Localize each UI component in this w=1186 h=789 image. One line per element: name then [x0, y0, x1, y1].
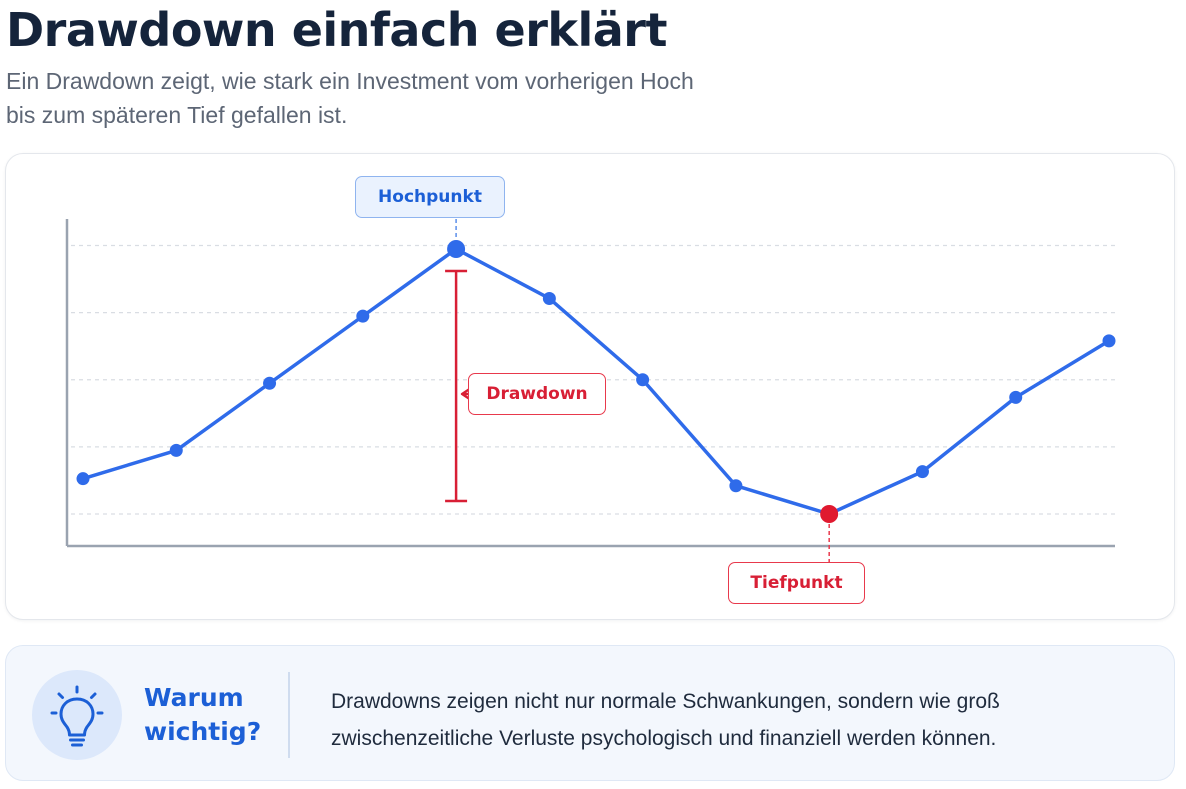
data-point: [729, 479, 743, 493]
low-point-marker: [820, 505, 839, 523]
data-point: [169, 443, 183, 457]
info-card: [5, 645, 1175, 781]
low-point-label: Tiefpunkt: [728, 562, 865, 604]
price-line: [81, 247, 1111, 516]
data-point: [263, 376, 277, 390]
data-point: [356, 309, 370, 323]
info-heading-line-2: wichtig?: [144, 717, 262, 746]
high-point-marker: [447, 240, 466, 258]
data-point: [76, 472, 90, 486]
info-heading-line-1: Warum: [144, 683, 244, 712]
drawdown-label: Drawdown: [468, 373, 606, 415]
info-text-line-2: zwischenzeitliche Verluste psychologisch…: [331, 727, 997, 750]
info-text: Drawdowns zeigen nicht nur normale Schwa…: [331, 683, 1151, 757]
data-point: [1102, 334, 1116, 348]
info-icon-circle: [32, 670, 122, 760]
data-point: [542, 291, 556, 305]
page-title: Drawdown einfach erklärt: [6, 3, 667, 57]
data-point: [1009, 390, 1023, 404]
diagram-card: [5, 153, 1175, 620]
subtitle-line-2: bis zum späteren Tief gefallen ist.: [6, 102, 348, 128]
lightbulb-icon: [50, 685, 104, 747]
info-heading: Warum wichtig?: [144, 681, 261, 749]
info-divider: [288, 672, 290, 758]
data-point: [636, 373, 650, 387]
page-subtitle: Ein Drawdown zeigt, wie stark ein Invest…: [6, 64, 826, 132]
subtitle-line-1: Ein Drawdown zeigt, wie stark ein Invest…: [6, 68, 694, 94]
high-point-label: Hochpunkt: [355, 176, 505, 218]
data-point: [915, 465, 929, 479]
info-text-line-1: Drawdowns zeigen nicht nur normale Schwa…: [331, 690, 1000, 713]
